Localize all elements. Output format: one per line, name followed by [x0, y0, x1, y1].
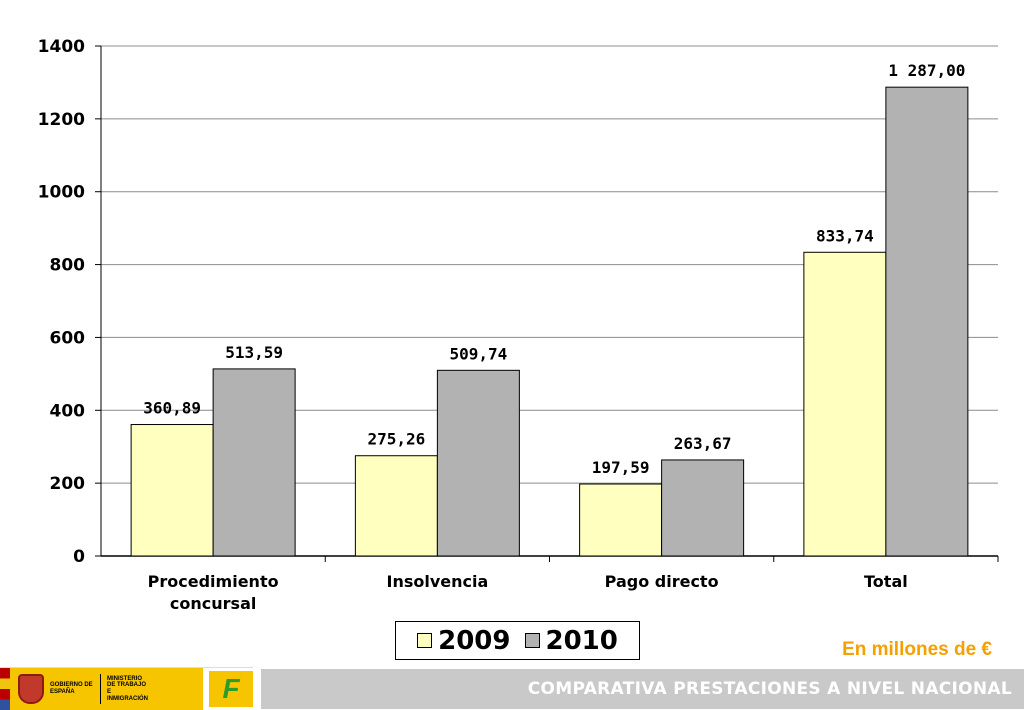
data-label-2010: 1 287,00	[888, 61, 965, 80]
legend-label-2009: 2009	[438, 625, 511, 656]
data-label-2009: 360,89	[143, 399, 201, 418]
footer-bar: COMPARATIVA PRESTACIONES A NIVEL NACIONA…	[261, 669, 1024, 709]
flag-strip-icon	[0, 668, 10, 710]
y-tick-label: 200	[50, 474, 86, 494]
category-label: Pago directo	[605, 572, 719, 591]
fogasa-logo: F	[209, 671, 253, 707]
legend-swatch-2010	[524, 633, 540, 648]
data-label-2010: 509,74	[449, 344, 507, 363]
data-label-2010: 513,59	[225, 343, 283, 362]
units-note: En millones de €	[842, 639, 992, 660]
government-logo: GOBIERNO DE ESPAÑA MINISTERIO DE TRABAJO…	[10, 668, 203, 710]
legend-item-2009: 2009	[417, 625, 511, 656]
coat-of-arms-icon	[18, 674, 44, 704]
bar-2009	[354, 455, 438, 557]
bar-chart: 0 200 400 600 800 1000 1200 1400 360,89 513,59 Pro…	[38, 37, 999, 613]
ministry-text: MINISTERIO DE TRABAJO E INMIGRACIÓN	[107, 675, 148, 702]
bar-2010	[212, 368, 296, 557]
bar-2010	[436, 369, 520, 557]
footer-logos: GOBIERNO DE ESPAÑA MINISTERIO DE TRABAJO…	[0, 667, 253, 710]
data-label-2010: 263,67	[674, 434, 732, 453]
y-tick-label: 1200	[38, 110, 85, 130]
legend-swatch-2009	[417, 633, 433, 648]
bar-2009	[579, 483, 663, 557]
bar-2010	[885, 86, 969, 557]
chart-legend: 2009 2010	[395, 621, 640, 660]
data-label-2009: 275,26	[367, 430, 425, 449]
bar-2009	[130, 424, 214, 557]
data-label-2009: 197,59	[592, 458, 650, 477]
y-tick-label: 0	[73, 547, 85, 567]
logo-separator	[100, 674, 101, 704]
category-label: Procedimiento	[148, 572, 279, 591]
government-text: GOBIERNO DE ESPAÑA	[50, 682, 93, 695]
category-label: Total	[864, 572, 908, 591]
y-tick-label: 800	[50, 256, 86, 276]
bar-2009	[803, 251, 887, 557]
category-label: Insolvencia	[386, 572, 488, 591]
bar-2010	[661, 459, 745, 557]
y-tick-label: 1000	[38, 183, 85, 203]
y-tick-label: 1400	[38, 37, 85, 57]
legend-item-2010: 2010	[524, 625, 618, 656]
y-tick-label: 400	[50, 401, 86, 421]
category-label: concursal	[170, 594, 256, 613]
y-tick-label: 600	[50, 328, 86, 348]
data-label-2009: 833,74	[816, 226, 874, 245]
legend-label-2010: 2010	[545, 625, 618, 656]
footer-title: COMPARATIVA PRESTACIONES A NIVEL NACIONA…	[527, 679, 1012, 699]
fogasa-mark-icon: F	[222, 673, 240, 704]
